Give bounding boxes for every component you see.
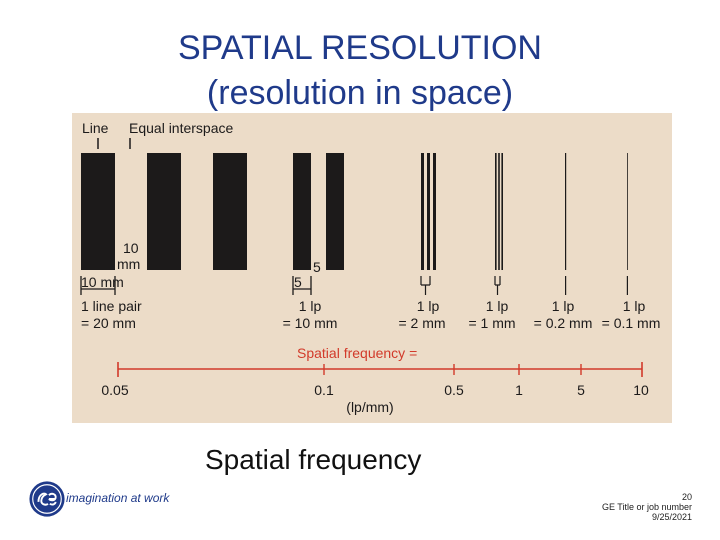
lp-label-6: 1 lp xyxy=(623,298,646,314)
bar xyxy=(326,153,344,270)
resolution-figure: Line Equal interspace 10 mm 10 mm 5 5 xyxy=(72,113,672,423)
bracket-1mm xyxy=(494,276,501,295)
axis-tick-label: 10 xyxy=(633,382,649,398)
axis-tick-label: 1 xyxy=(515,382,523,398)
frequency-axis xyxy=(117,362,643,377)
slide-title: SPATIAL RESOLUTION xyxy=(177,29,542,67)
bar xyxy=(501,153,503,270)
bar xyxy=(433,153,436,270)
tagline: imagination at work xyxy=(66,491,170,505)
lp-label-2: 1 lp xyxy=(299,298,322,314)
lp-label-2b: = 10 mm xyxy=(283,315,338,331)
label-five: 5 xyxy=(313,259,321,275)
label-five-small: 5 xyxy=(294,274,302,290)
bar xyxy=(427,153,430,270)
bar xyxy=(147,153,181,270)
job-title: GE Title or job number xyxy=(601,502,692,512)
lp-label-1b: = 20 mm xyxy=(81,315,136,331)
bracket-10mm xyxy=(80,276,116,295)
lp-label-5: 1 lp xyxy=(552,298,575,314)
slide-subtitle: (resolution in space) xyxy=(206,74,514,112)
label-line: Line xyxy=(82,120,109,136)
bar xyxy=(495,153,497,270)
lp-label-3: 1 lp xyxy=(417,298,440,314)
figure-caption: Spatial frequency xyxy=(205,444,422,475)
axis-tick-label: 0.05 xyxy=(101,382,128,398)
bar xyxy=(498,153,500,270)
bar xyxy=(81,153,115,270)
axis-tick-label: 0.1 xyxy=(314,382,334,398)
label-ten: 10 xyxy=(123,240,139,256)
bracket-2mm xyxy=(420,276,431,295)
bar xyxy=(421,153,424,270)
bar xyxy=(293,153,311,270)
bracket-5mm xyxy=(292,276,312,295)
label-equal-interspace: Equal interspace xyxy=(129,120,234,136)
lp-label-3b: = 2 mm xyxy=(398,315,445,331)
lp-label-4: 1 lp xyxy=(486,298,509,314)
footer-date: 9/25/2021 xyxy=(651,512,692,522)
axis-tick-label: 5 xyxy=(577,382,585,398)
label-ten-mm: 10 mm xyxy=(81,274,124,290)
ge-logo-icon xyxy=(29,481,65,517)
resolution-diagram: Line Equal interspace 10 mm 10 mm 5 5 xyxy=(80,120,661,415)
lp-label-5b: = 0.2 mm xyxy=(534,315,593,331)
lp-label-1: 1 line pair xyxy=(81,298,142,314)
lp-label-6b: = 0.1 mm xyxy=(602,315,661,331)
page-number: 20 xyxy=(681,492,692,502)
bar xyxy=(627,153,628,270)
axis-tick-label: 0.5 xyxy=(444,382,464,398)
slide-footer: 20 GE Title or job number 9/25/2021 xyxy=(602,492,692,522)
lp-label-4b: = 1 mm xyxy=(468,315,515,331)
bar xyxy=(213,153,247,270)
bar xyxy=(565,153,567,270)
spatial-frequency-label: Spatial frequency = xyxy=(297,345,417,361)
label-mm: mm xyxy=(117,256,140,272)
axis-unit: (lp/mm) xyxy=(346,399,393,415)
